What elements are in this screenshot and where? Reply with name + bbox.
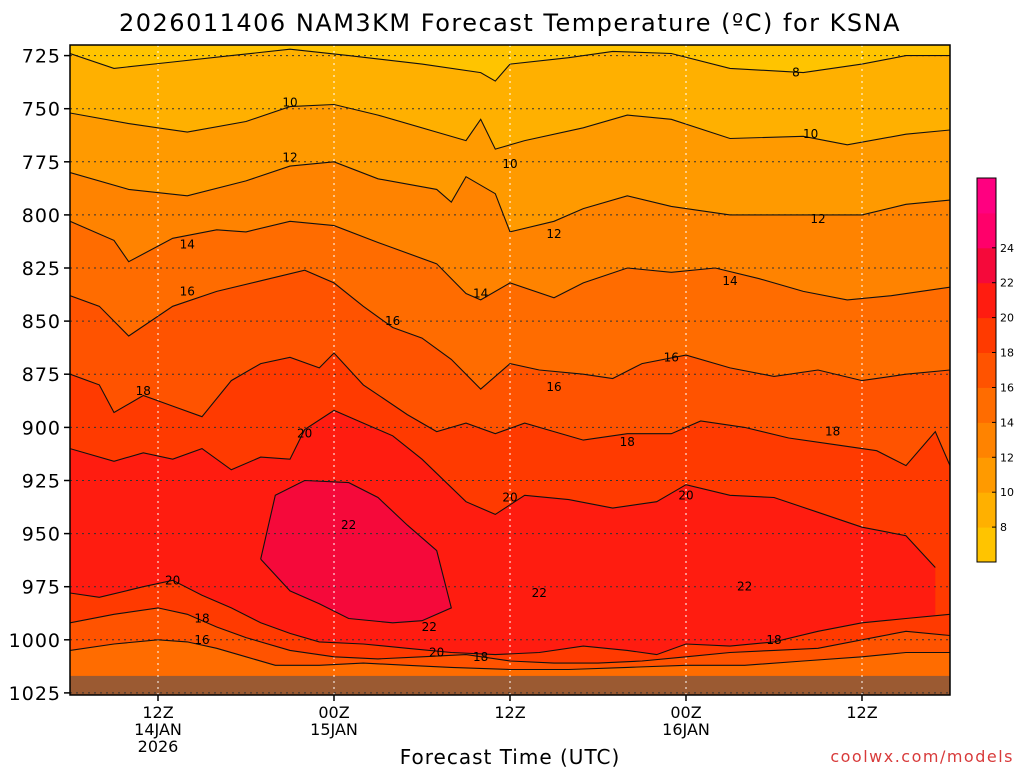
x-tick-label-6-0: 12Z <box>142 703 173 722</box>
colorbar-swatch-2 <box>977 457 996 493</box>
contour-label-10: 16 <box>180 284 195 298</box>
colorbar-swatch-10 <box>977 178 996 214</box>
contour-label-13: 16 <box>664 350 679 364</box>
contour-label-22: 20 <box>678 488 693 502</box>
colorbar-swatch-8 <box>977 247 996 284</box>
colorbar-swatch-4 <box>977 387 996 423</box>
y-axis: 725 750 775 800 825 850 875 900 925 950 975 1000 102… <box>9 46 70 705</box>
contour-18-9 <box>70 607 950 664</box>
colorbar-label-8: 8 <box>1000 521 1007 534</box>
y-tick-label-725: 725 <box>22 46 61 68</box>
contour-label-9: 14 <box>722 274 737 288</box>
band-20 <box>70 410 936 695</box>
contour-label-8: 14 <box>473 287 488 301</box>
contour-label-17: 18 <box>473 650 488 664</box>
contour-labels: 8 10 10 10 12 12 12 14 14 14 16 16 16 16 18 18 18 18 18 18 2… <box>136 66 841 664</box>
chart-title: 2026011406 NAM3KM Forecast Temperature (… <box>119 9 901 37</box>
y-tick-label-1000: 1000 <box>9 630 61 652</box>
x-tick-label-30-0: 12Z <box>494 703 525 722</box>
colorbar-swatch-9 <box>977 212 996 249</box>
y-tick-label-1025: 1025 <box>9 683 61 705</box>
contour-label-6: 12 <box>810 212 825 226</box>
y-tick-label-975: 975 <box>22 577 61 599</box>
contour-16-10 <box>70 639 950 671</box>
y-tick-label-850: 850 <box>22 311 61 333</box>
y-tick-label-950: 950 <box>22 524 61 546</box>
contour-label-11: 16 <box>385 314 400 328</box>
colorbar-label-12: 12 <box>1000 451 1014 464</box>
x-tick-label-54-0: 12Z <box>846 703 877 722</box>
colorbar-swatch-6 <box>977 317 996 353</box>
colorbar-label-22: 22 <box>1000 277 1014 290</box>
contour-label-21: 20 <box>502 491 517 505</box>
contour-label-24: 20 <box>429 646 444 660</box>
colorbar-frame <box>976 177 997 563</box>
x-tick-label-6-2: 2026 <box>138 737 179 756</box>
x-tick-label-18-1: 15JAN <box>310 720 358 739</box>
contour-label-15: 18 <box>620 435 635 449</box>
colorbar-swatch-5 <box>977 352 996 388</box>
contour-label-18: 18 <box>766 633 781 647</box>
colorbar-label-10: 10 <box>1000 486 1014 499</box>
x-tick-label-18-0: 00Z <box>318 703 349 722</box>
colorbar-swatch-1 <box>977 492 996 528</box>
contour-14-3 <box>70 220 950 301</box>
y-tick-label-825: 825 <box>22 258 61 280</box>
x-axis-label: Forecast Time (UTC) <box>400 745 621 768</box>
ground-rect <box>70 675 950 695</box>
contour-label-1: 10 <box>282 95 297 109</box>
watermark: coolwx.com/models <box>830 747 1014 766</box>
y-tick-label-750: 750 <box>22 99 61 121</box>
colorbar-swatch-0 <box>977 527 996 563</box>
pocket-22 <box>260 480 452 623</box>
contour-label-14: 18 <box>136 384 151 398</box>
contour-label-20: 20 <box>297 427 312 441</box>
ground-surface <box>70 675 950 695</box>
contour-label-27: 22 <box>532 586 547 600</box>
contour-16-4 <box>70 269 950 390</box>
x-tick-label-42-1: 16JAN <box>662 720 710 739</box>
y-tick-label-900: 900 <box>22 417 61 439</box>
contour-label-0: 8 <box>792 66 800 80</box>
contour-label-12: 16 <box>546 380 561 394</box>
x-tick-label-6-1: 14JAN <box>134 720 182 739</box>
contour-20-8 <box>70 579 950 656</box>
contour-12-2 <box>70 161 950 233</box>
contour-label-5: 12 <box>546 227 561 241</box>
contour-label-4: 12 <box>282 151 297 165</box>
contour-22-7 <box>260 479 452 624</box>
colorbar-label-18: 18 <box>1000 347 1014 360</box>
grid-lines <box>70 45 950 695</box>
contour-label-2: 10 <box>502 157 517 171</box>
y-tick-label-775: 775 <box>22 152 61 174</box>
contour-label-29: 22 <box>422 620 437 634</box>
contour-10-1 <box>70 103 950 150</box>
contour-20-6 <box>70 409 936 568</box>
contour-label-23: 20 <box>165 573 180 587</box>
y-tick-label-875: 875 <box>22 364 61 386</box>
contour-label-19: 18 <box>194 612 209 626</box>
contour-label-7: 14 <box>180 238 195 252</box>
contour-18-5 <box>70 352 950 467</box>
colorbar-label-16: 16 <box>1000 382 1014 395</box>
y-tick-label-800: 800 <box>22 205 61 227</box>
y-tick-label-925: 925 <box>22 471 61 493</box>
colorbar-label-14: 14 <box>1000 416 1014 429</box>
colorbar: 8 10 12 14 16 18 20 22 24 <box>976 177 1014 563</box>
contour-label-16: 18 <box>825 425 840 439</box>
contour-label-25: 16 <box>194 633 209 647</box>
contour-lines <box>70 48 950 671</box>
contour-label-3: 10 <box>803 127 818 141</box>
contour-label-28: 22 <box>737 580 752 594</box>
colorbar-label-20: 20 <box>1000 312 1014 325</box>
contour-8-0 <box>70 48 950 82</box>
colorbar-swatch-7 <box>977 282 996 319</box>
colorbar-label-24: 24 <box>1000 242 1014 255</box>
contour-label-26: 22 <box>341 518 356 532</box>
x-tick-label-42-0: 00Z <box>670 703 701 722</box>
colorbar-swatch-3 <box>977 422 996 458</box>
